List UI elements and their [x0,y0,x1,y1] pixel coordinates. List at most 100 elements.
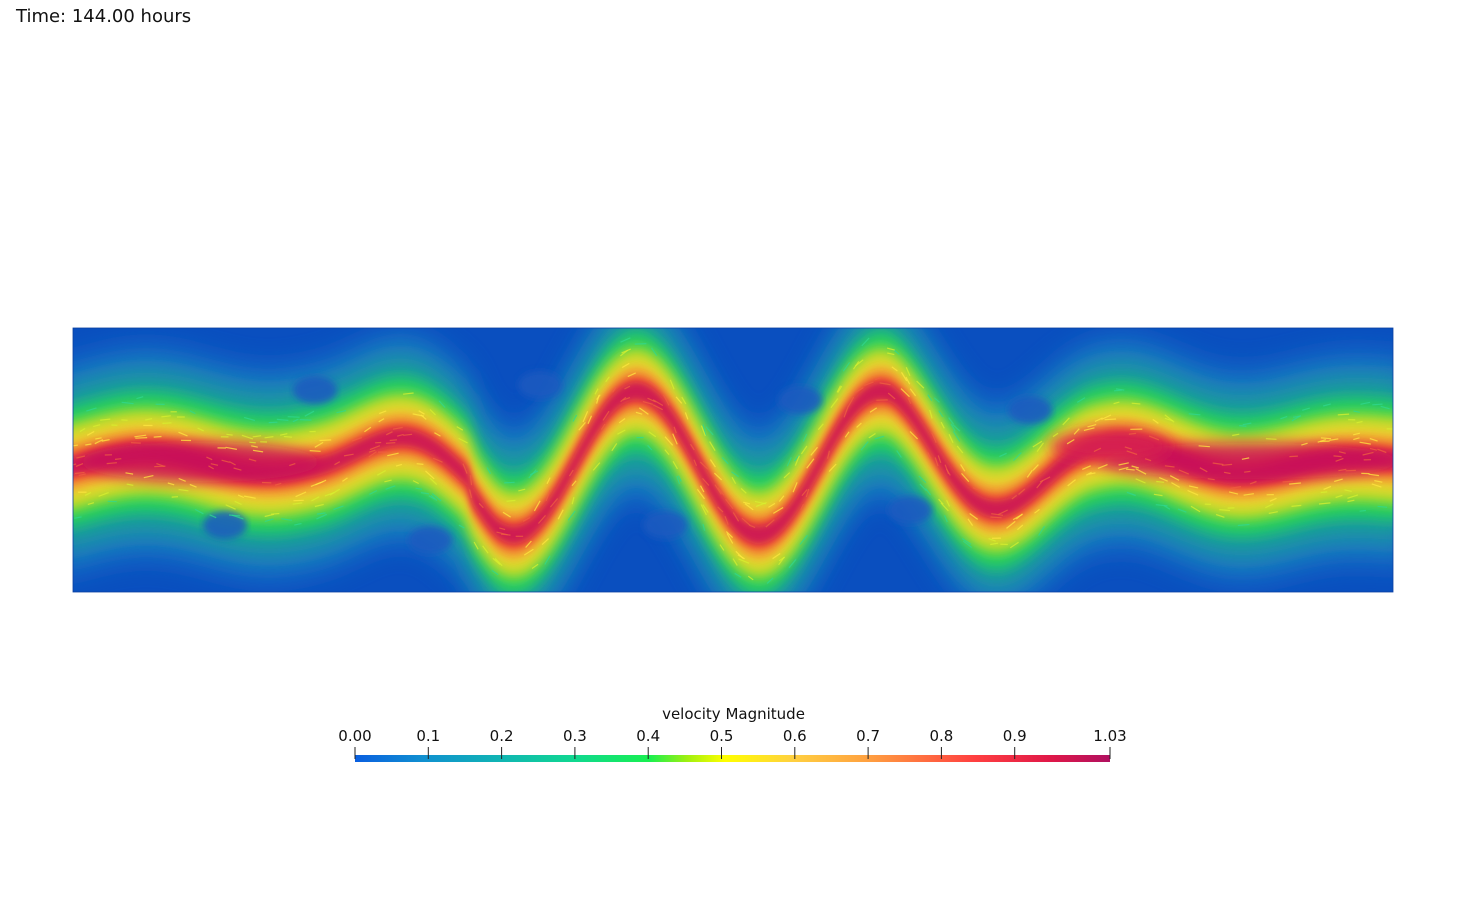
velocity-glyph [264,436,274,439]
velocity-glyph [73,444,78,447]
velocity-glyph [919,483,927,492]
velocity-glyph [1199,467,1208,473]
velocity-glyph [294,522,302,526]
velocity-glyph [545,489,551,502]
velocity-glyph [1156,480,1165,483]
velocity-glyph [1073,428,1080,435]
velocity-glyph [384,479,392,483]
velocity-glyph [1087,424,1097,428]
velocity-glyph [100,418,111,421]
velocity-glyph [336,410,347,414]
velocity-glyph [1198,445,1210,448]
velocity-glyph [991,513,1004,516]
velocity-glyph [74,471,85,475]
velocity-glyph [799,534,808,545]
velocity-glyph [868,432,876,439]
velocity-glyph [1097,464,1108,469]
velocity-glyph [788,559,797,569]
velocity-glyph [967,518,974,526]
velocity-glyph [210,463,219,466]
velocity-glyph [961,473,970,482]
velocity-glyph [1158,477,1168,482]
velocity-glyph [990,542,999,546]
velocity-glyph [1062,417,1070,426]
velocity-glyph [766,577,774,584]
velocity-glyph [602,410,610,421]
velocity-glyph [620,337,631,343]
velocity-glyph [635,411,643,415]
velocity-glyph [842,362,851,372]
velocity-glyph [1353,437,1360,441]
velocity-glyph [494,557,503,567]
velocity-glyph [672,433,678,445]
velocity-glyph [1006,520,1016,529]
velocity-glyph [506,499,516,502]
eddy-0 [293,376,337,404]
velocity-glyph [93,424,101,428]
velocity-glyph [1347,499,1355,503]
velocity-glyph [492,557,501,565]
velocity-glyph [1171,482,1181,488]
velocity-glyph [612,386,617,393]
velocity-glyph [900,388,910,398]
velocity-glyph [1334,478,1343,483]
velocity-glyph [189,410,196,415]
velocity-glyph [378,410,387,415]
velocity-glyph [233,467,242,471]
velocity-glyph [927,394,933,402]
velocity-glyph [225,504,236,510]
velocity-glyph [1371,483,1382,488]
velocity-glyph [1164,414,1175,423]
velocity-glyph [1115,388,1125,391]
velocity-glyph [1038,525,1046,536]
velocity-glyph [1243,493,1254,496]
velocity-glyph [860,441,869,451]
velocity-glyph [1356,420,1363,424]
velocity-glyph [229,514,241,517]
velocity-glyph [496,531,508,536]
velocity-glyph [969,513,979,520]
velocity-glyph [938,498,944,505]
velocity-glyph [264,513,275,518]
velocity-glyph [178,431,188,437]
velocity-glyph [747,575,754,581]
velocity-glyph [403,392,414,395]
velocity-glyph [874,376,882,381]
velocity-glyph [800,503,805,511]
velocity-glyph [1135,478,1146,484]
velocity-glyph [997,509,1008,516]
velocity-glyph [946,499,951,507]
velocity-glyph [434,432,441,437]
velocity-glyph [478,502,484,509]
velocity-glyph [677,475,682,482]
velocity-glyph [749,524,756,529]
velocity-glyph [1093,447,1102,453]
velocity-glyph [754,500,766,505]
velocity-glyph [229,461,236,466]
velocity-glyph [473,541,479,550]
velocity-glyph [1282,480,1293,483]
velocity-glyph [324,492,335,497]
velocity-glyph [1126,491,1136,497]
velocity-glyph [638,407,649,415]
velocity-glyph [1118,466,1129,471]
velocity-glyph [837,385,843,393]
velocity-glyph [1104,418,1117,421]
velocity-glyph [368,449,376,453]
velocity-glyph [734,572,742,578]
velocity-glyph [74,516,82,519]
velocity-glyph [304,410,315,417]
velocity-glyph [948,417,954,425]
velocity-glyph [145,418,153,421]
velocity-glyph [717,506,724,513]
velocity-glyph [167,482,175,486]
velocity-glyph [572,414,578,422]
velocity-glyph [1067,479,1076,487]
velocity-glyph [420,414,427,420]
velocity-glyph [135,437,148,439]
velocity-glyph [1153,493,1163,497]
velocity-glyph [1338,451,1346,454]
velocity-glyph [1237,523,1250,527]
